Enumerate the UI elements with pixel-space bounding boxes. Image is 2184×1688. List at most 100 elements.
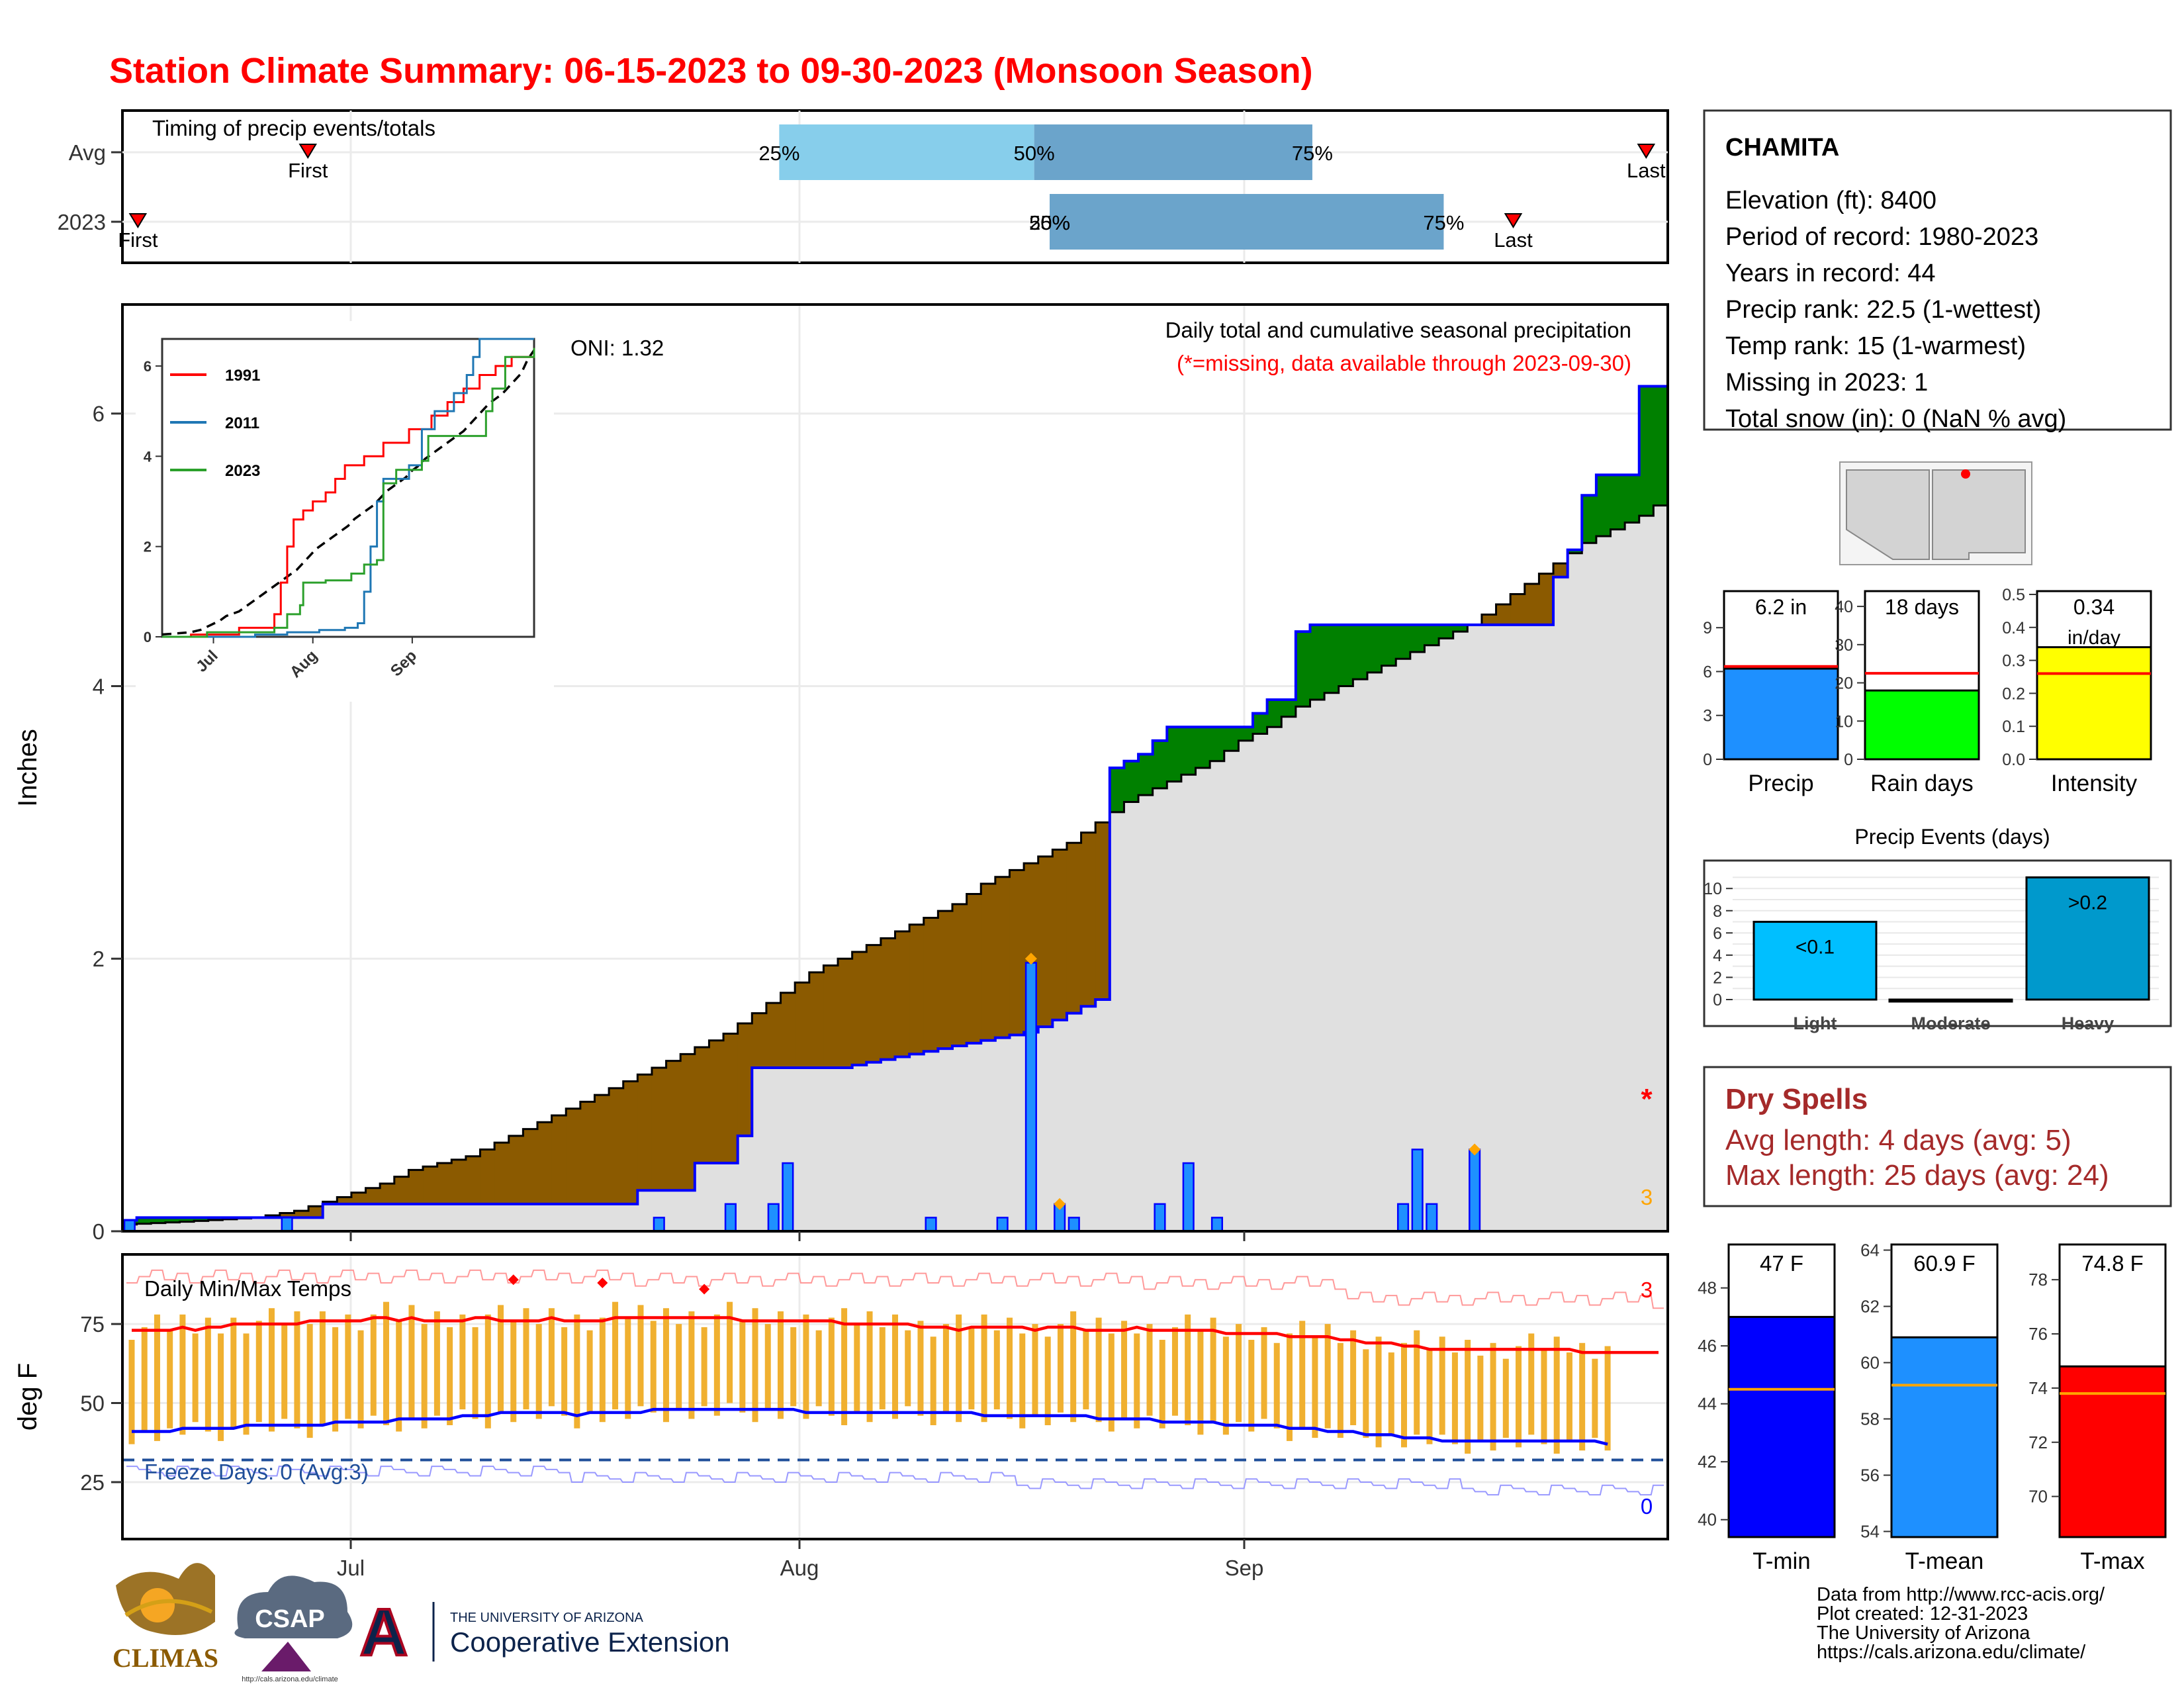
precip-difference-segment-day57 [923,917,938,1052]
precip-difference-segment-day98 [1510,594,1525,625]
temp-stat-value-t-mean: 60.9 F [1913,1251,1976,1276]
temp-stat-label-t-max: T-max [2080,1548,2145,1574]
daily-temp-range-bar-30 [510,1321,517,1423]
temp-ylabel: deg F [13,1363,42,1430]
precip-difference-segment-day28 [508,1135,523,1204]
daily-temp-range-bar-89 [1261,1327,1267,1419]
precip-difference-segment-day91 [1410,624,1426,652]
avg-min-temp-line [132,1407,1608,1446]
inset-ytick-label-4: 4 [144,448,152,465]
precip-ytick-label-0: 0 [93,1219,105,1244]
timing-avg-box-50-75 [1034,124,1312,180]
daily-temp-range-bar-78 [1121,1321,1128,1419]
extreme-event-marker-0 [1024,953,1037,965]
precip-difference-segment-day29 [523,1129,538,1204]
timing-panel-title: Timing of precip events/totals [152,116,435,140]
precip-difference-segment-day26 [480,1149,495,1204]
daily-temp-range-bar-55 [828,1317,835,1416]
precip-difference-segment-day47 [780,992,796,1068]
daily-temp-range-bar-5 [192,1333,199,1423]
precip-difference-segment-day53 [866,945,882,1062]
station-line-elevation: Elevation (ft): 8400 [1725,187,1936,214]
timing-avg-label-50: 50% [1014,142,1055,165]
precip-difference-segment-day93 [1439,624,1454,639]
precip-difference-segment-day104 [1596,475,1612,536]
timing-2023-box-50-75 [1050,194,1444,250]
extreme-event-marker-1 [1054,1197,1066,1210]
inset-ytick-label-6: 6 [144,358,152,375]
daily-temp-range-bar-19 [370,1314,377,1416]
daily-temp-range-bar-94 [1324,1324,1331,1429]
precip-difference-segment-day86 [1338,624,1353,686]
temp-ytick-label-25: 25 [80,1470,105,1495]
daily-temp-range-bar-16 [332,1327,339,1432]
station-info: CHAMITA Elevation (ft): 8400 Period of r… [1703,109,2172,433]
precip-difference-segment-day90 [1396,624,1411,659]
precip-difference-segment-day52 [852,951,867,1065]
precip-difference-segment-day60 [966,894,981,1043]
credit-university: The University of Arizona [1817,1622,2030,1644]
daily-temp-range-bar-91 [1286,1333,1293,1441]
climas-logo-text: CLIMAS [113,1643,218,1673]
daily-temp-range-bar-7 [218,1333,224,1441]
events-tick-label-0: 0 [1713,991,1722,1009]
station-location-dot [1961,469,1970,479]
daily-temp-range-bar-27 [472,1327,478,1419]
precip-difference-segment-day92 [1424,624,1439,645]
csap-logo-mountain [261,1642,311,1671]
stat-tick-label-intensity-0: 0.0 [2002,751,2025,769]
stat-tick-label-intensity-0.5: 0.5 [2002,586,2025,604]
precip-panel-border [121,303,1669,1233]
precip-difference-segment-day49 [809,972,824,1068]
daily-temp-range-bar-10 [255,1321,262,1423]
stat-tick-label-intensity-0.2: 0.2 [2002,684,2025,703]
record-high-marker-2 [699,1284,710,1295]
precip-difference-segment-day72 [1138,754,1154,796]
precip-difference-segment-day14 [308,1206,324,1218]
temp-stat-tick-label-t-mean-58: 58 [1860,1409,1880,1429]
climas-logo-swoosh [124,1599,213,1617]
precip-difference-segment-day97 [1496,604,1511,625]
temp-stat-bar-t-max [2058,1365,2167,1538]
daily-temp-range-bar-99 [1388,1352,1394,1435]
stat-tick-label-intensity-0.4: 0.4 [2002,619,2025,637]
stat-tick-label-rain-days-0: 0 [1844,751,1853,769]
daily-temp-range-bar-60 [892,1314,898,1419]
precip-difference-segment-day30 [537,1122,553,1204]
daily-temp-range-bar-81 [1159,1340,1165,1429]
precip-difference-segment-day99 [1524,584,1540,625]
precip-difference-segment-day17 [351,1192,367,1204]
precip-difference-segment-day22 [423,1166,438,1204]
precip-difference-segment-day101 [1553,563,1569,577]
precip-difference-segment-day80 [1253,713,1268,734]
stat-tick-label-precip-0: 0 [1703,751,1712,769]
timing-2023-label-50: 50% [1029,211,1070,234]
stat-bar-value-precip: 6.2 in [1755,595,1807,619]
daily-temp-range-bar-101 [1414,1330,1420,1435]
precip-difference-segment-day58 [938,911,953,1049]
precip-difference-segment-day23 [437,1163,452,1204]
temp-stat-value-t-max: 74.8 F [2081,1251,2144,1276]
events-bar-label-heavy: >0.2 [2068,892,2107,914]
precip-difference-segment-day82 [1281,700,1297,717]
daily-temp-range-bar-15 [319,1311,326,1425]
events-category-heavy: Heavy [2062,1013,2115,1033]
daily-temp-range-bar-4 [179,1314,186,1435]
daily-temp-range-bar-67 [981,1314,987,1423]
daily-temp-range-bar-96 [1350,1330,1357,1425]
precip-difference-segment-day40 [680,1054,696,1191]
stat-tick-label-rain-days-20: 20 [1835,675,1853,693]
temp-stat-label-t-min: T-min [1752,1548,1811,1574]
daily-precip-bar-4 [767,1203,780,1233]
events-category-moderate: Moderate [1911,1013,1990,1033]
precip-difference-segment-day39 [666,1060,681,1191]
precip-difference-segment-day55 [895,931,910,1057]
precip-ylabel: Inches [13,729,42,807]
daily-temp-range-bar-100 [1401,1342,1407,1448]
daily-temp-range-bar-68 [993,1330,1000,1410]
daily-temp-range-bar-37 [599,1317,606,1423]
oni-label: ONI: 1.32 [570,336,664,360]
record-high-marker-0 [508,1274,519,1286]
